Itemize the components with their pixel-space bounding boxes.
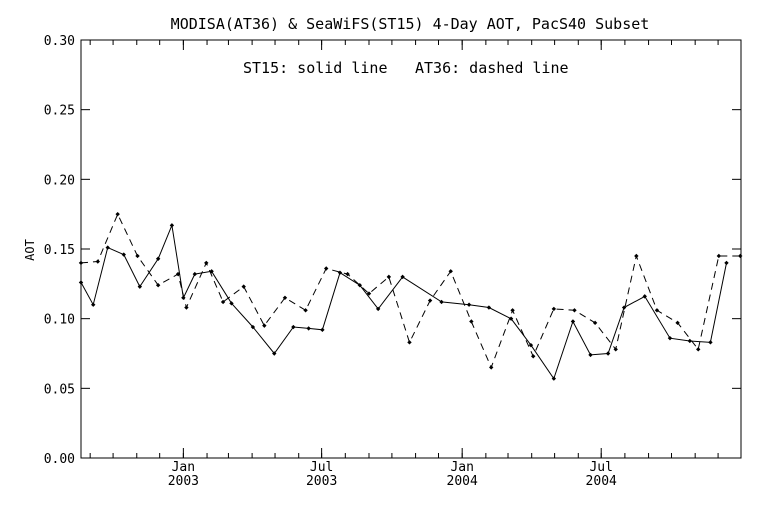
data-point-st15 xyxy=(439,299,444,305)
y-tick-label: 0.30 xyxy=(44,34,75,49)
data-point-at36 xyxy=(738,253,743,259)
annotation-dashed: AT36: dashed line xyxy=(415,59,569,77)
data-point-st15 xyxy=(121,252,126,257)
chart-title: MODISA(AT36) & SeaWiFS(ST15) 4-Day AOT, … xyxy=(171,15,650,33)
data-point-at36 xyxy=(220,299,226,305)
x-tick-label-year: 2004 xyxy=(447,474,478,489)
data-point-at36 xyxy=(469,319,474,324)
data-point-at36 xyxy=(282,295,288,300)
data-point-at36 xyxy=(78,260,84,266)
data-point-st15 xyxy=(551,376,557,381)
plot-frame xyxy=(80,39,742,459)
y-axis-label: AOT xyxy=(23,239,37,261)
data-point-at36 xyxy=(386,274,392,280)
data-point-at36 xyxy=(551,306,557,312)
data-point-st15 xyxy=(708,340,713,345)
data-point-at36 xyxy=(654,308,660,313)
series-layer xyxy=(78,211,743,381)
data-point-st15 xyxy=(181,295,186,300)
y-tick-label: 0.05 xyxy=(44,382,75,397)
data-point-st15 xyxy=(687,338,693,344)
data-point-at36 xyxy=(345,271,350,277)
data-point-at36 xyxy=(427,298,433,303)
data-point-st15 xyxy=(192,271,198,277)
data-point-st15 xyxy=(306,326,311,331)
data-point-at36 xyxy=(592,320,598,326)
data-point-at36 xyxy=(303,308,308,313)
data-point-st15 xyxy=(642,294,647,299)
data-point-st15 xyxy=(508,316,514,321)
data-point-st15 xyxy=(137,284,143,289)
data-point-st15 xyxy=(91,302,96,307)
x-tick-label-month: Jan xyxy=(450,460,473,475)
data-point-st15 xyxy=(155,256,161,261)
data-point-at36 xyxy=(324,266,329,271)
data-point-st15 xyxy=(724,260,729,266)
x-tick-label-month: Jul xyxy=(589,460,612,475)
data-point-st15 xyxy=(588,352,593,358)
data-point-at36 xyxy=(175,271,181,277)
x-tick-label-year: 2003 xyxy=(168,474,199,489)
data-point-at36 xyxy=(675,320,680,326)
data-point-st15 xyxy=(605,351,611,356)
data-point-at36 xyxy=(448,269,453,274)
series-line-st15 xyxy=(80,223,727,380)
data-point-st15 xyxy=(400,274,405,280)
y-tick-label: 0.25 xyxy=(44,104,75,119)
data-point-at36 xyxy=(613,347,618,352)
data-point-at36 xyxy=(634,253,639,259)
series-line-at36 xyxy=(80,212,741,369)
data-point-at36 xyxy=(716,253,722,259)
data-point-at36 xyxy=(262,323,267,328)
x-tick-label-month: Jan xyxy=(172,460,195,475)
data-point-st15 xyxy=(250,324,256,330)
data-point-st15 xyxy=(78,280,84,285)
data-point-at36 xyxy=(531,354,536,359)
data-point-at36 xyxy=(489,365,494,370)
data-point-st15 xyxy=(375,306,381,312)
x-tick-label-month: Jul xyxy=(310,460,333,475)
data-point-st15 xyxy=(466,302,472,307)
data-point-at36 xyxy=(155,283,161,288)
data-point-at36 xyxy=(115,211,120,217)
data-point-st15 xyxy=(667,335,673,341)
data-point-st15 xyxy=(486,305,492,310)
y-tick-label: 0.20 xyxy=(44,173,75,188)
data-point-at36 xyxy=(204,260,209,266)
data-point-at36 xyxy=(510,308,515,313)
data-point-at36 xyxy=(184,305,189,310)
data-point-st15 xyxy=(621,305,627,310)
y-tick-label: 0.00 xyxy=(44,452,75,467)
x-tick-label-year: 2003 xyxy=(306,474,337,489)
annotation-solid: ST15: solid line xyxy=(243,59,388,77)
y-tick-label: 0.10 xyxy=(44,313,75,328)
data-point-at36 xyxy=(95,259,101,264)
data-point-st15 xyxy=(169,223,175,228)
data-point-at36 xyxy=(572,308,577,313)
data-point-st15 xyxy=(105,245,110,250)
y-axis: 0.00 0.05 0.10 0.15 0.20 0.25 0.30 xyxy=(44,34,741,467)
data-point-st15 xyxy=(320,327,325,333)
data-point-st15 xyxy=(229,301,234,306)
data-point-st15 xyxy=(209,269,214,274)
x-tick-label-year: 2004 xyxy=(586,474,617,489)
data-point-at36 xyxy=(696,347,701,352)
data-point-at36 xyxy=(407,340,412,345)
data-point-st15 xyxy=(291,324,296,330)
data-point-st15 xyxy=(570,319,576,324)
data-point-at36 xyxy=(135,253,140,259)
y-tick-label: 0.15 xyxy=(44,243,75,258)
data-point-at36 xyxy=(241,284,246,289)
data-point-st15 xyxy=(528,342,534,348)
data-point-st15 xyxy=(272,351,277,356)
data-point-at36 xyxy=(366,291,372,296)
